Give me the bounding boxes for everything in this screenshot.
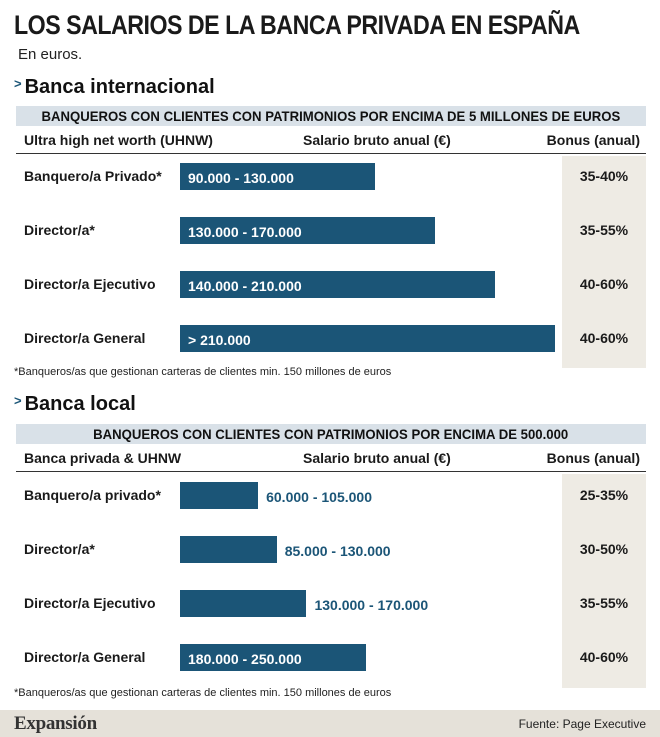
bonus-value: 40-60%: [579, 276, 629, 292]
bonus-value: 40-60%: [579, 330, 629, 346]
category-label: Director/a Ejecutivo: [24, 595, 156, 611]
salary-bar: [180, 482, 259, 509]
category-label: Director/a General: [24, 330, 146, 346]
column-header-salary: Salario bruto anual (€): [303, 132, 451, 148]
bonus-value: 30-50%: [579, 541, 629, 557]
salary-range-label: 130.000 - 170.000: [188, 224, 302, 240]
category-label: Director/a*: [24, 541, 95, 557]
footer-bar: [0, 710, 660, 737]
bonus-column-background: [562, 474, 646, 688]
column-header-salary: Salario bruto anual (€): [303, 450, 451, 466]
column-header-category: Ultra high net worth (UHNW): [24, 132, 213, 148]
brand-logo: Expansión: [14, 713, 97, 734]
salary-range-label: 130.000 - 170.000: [314, 597, 429, 613]
footnote-local: *Banqueros/as que gestionan carteras de …: [14, 687, 392, 699]
salary-bar: [180, 536, 277, 563]
category-label: Director/a General: [24, 649, 146, 665]
chevron-icon: >: [14, 76, 22, 91]
section-heading-local: > Banca local: [14, 393, 136, 416]
salary-bar: [180, 325, 555, 352]
salary-range-label: 60.000 - 105.000: [266, 489, 372, 505]
category-label: Banquero/a privado*: [24, 487, 161, 503]
bonus-value: 25-35%: [579, 487, 629, 503]
salary-bar: [180, 644, 366, 671]
column-header-category: Banca privada & UHNW: [24, 450, 182, 466]
salary-range-label: 140.000 - 210.000: [188, 278, 302, 294]
section-heading-label: Banca internacional: [24, 76, 215, 98]
banner-label: BANQUEROS CON CLIENTES CON PATRIMONIOS P…: [93, 426, 569, 442]
salary-range-label: 90.000 - 130.000: [188, 170, 294, 186]
footnote-internacional: *Banqueros/as que gestionan carteras de …: [14, 366, 392, 378]
column-header-bonus: Bonus (anual): [546, 450, 640, 466]
category-label: Director/a*: [24, 222, 95, 238]
salary-range-label: 180.000 - 250.000: [188, 651, 302, 667]
chart-title: LOS SALARIOS DE LA BANCA PRIVADA EN ESPA…: [14, 10, 580, 40]
bonus-column-background: [562, 156, 646, 368]
bonus-value: 40-60%: [579, 649, 629, 665]
chevron-icon: >: [14, 393, 22, 408]
salary-range-label: > 210.000: [188, 332, 251, 348]
section-heading-label: Banca local: [24, 393, 136, 415]
salary-bar: [180, 217, 435, 244]
column-header-row-internacional: Ultra high net worth (UHNW) Salario brut…: [16, 131, 646, 154]
category-label: Banquero/a Privado*: [24, 168, 162, 184]
salary-bar: [180, 590, 307, 617]
salary-bar: [180, 163, 375, 190]
bonus-value: 35-40%: [579, 168, 629, 184]
banner-internacional: BANQUEROS CON CLIENTES CON PATRIMONIOS P…: [16, 106, 646, 126]
banner-local: BANQUEROS CON CLIENTES CON PATRIMONIOS P…: [16, 424, 646, 444]
category-label: Director/a Ejecutivo: [24, 276, 156, 292]
chart-subtitle: En euros.: [18, 46, 83, 63]
banner-label: BANQUEROS CON CLIENTES CON PATRIMONIOS P…: [41, 108, 621, 124]
column-header-bonus: Bonus (anual): [546, 132, 640, 148]
bonus-value: 35-55%: [579, 222, 629, 238]
salary-range-label: 85.000 - 130.000: [284, 543, 391, 559]
salary-bar: [180, 271, 495, 298]
bonus-value: 35-55%: [579, 595, 629, 611]
section-heading-internacional: > Banca internacional: [14, 76, 215, 99]
column-header-row-local: Banca privada & UHNW Salario bruto anual…: [16, 449, 646, 472]
source-note: Fuente: Page Executive: [518, 717, 646, 731]
